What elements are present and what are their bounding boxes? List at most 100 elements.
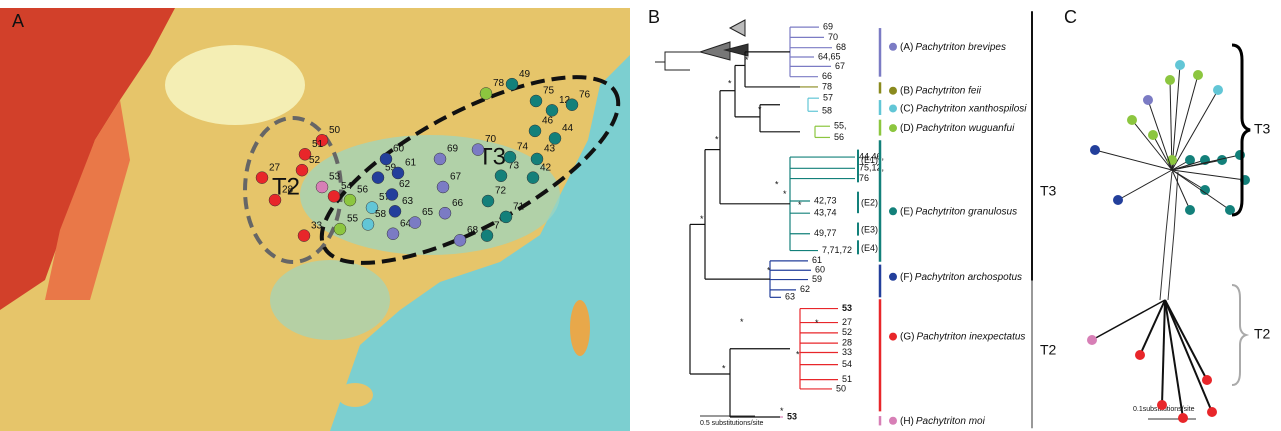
tip-label: 67 xyxy=(835,61,845,71)
network-node xyxy=(1165,75,1175,85)
site-dot xyxy=(392,167,404,179)
tip-label: 7,71,72 xyxy=(822,245,852,255)
clade-letter: (A) xyxy=(900,41,913,52)
scale-label: 0.5 substitutions/site xyxy=(700,420,764,427)
clade-species: Pachytriton xanthospilosi xyxy=(916,103,1027,114)
site-dot xyxy=(546,104,558,116)
network-edge xyxy=(1092,300,1165,340)
site-dot xyxy=(387,228,399,240)
network-node xyxy=(1213,85,1223,95)
clade-dot xyxy=(889,333,897,341)
site-label: 74 xyxy=(517,142,529,153)
site-label: 42 xyxy=(540,162,552,173)
group-brace xyxy=(1232,285,1246,385)
network-node xyxy=(1157,400,1167,410)
site-dot xyxy=(269,194,281,206)
basin xyxy=(165,45,305,125)
clade-label: (E)Pachytriton granulosus xyxy=(900,206,1017,217)
site-dot xyxy=(527,172,539,184)
network-edge xyxy=(1095,150,1172,170)
site-dot xyxy=(316,181,328,193)
site-label: 43 xyxy=(544,144,556,155)
clade-letter: (E) xyxy=(900,206,913,217)
support-mark: * xyxy=(728,79,732,89)
support-mark: * xyxy=(700,214,704,224)
network-node xyxy=(1090,145,1100,155)
tip-label: 70 xyxy=(828,32,838,42)
site-label: 56 xyxy=(357,185,369,196)
clade-letter: (D) xyxy=(900,123,914,134)
network-node xyxy=(1178,413,1188,423)
clade-letter: (C) xyxy=(900,103,914,114)
network-node xyxy=(1135,350,1145,360)
tip-label: 52 xyxy=(842,327,852,337)
site-dot xyxy=(437,181,449,193)
support-mark: * xyxy=(767,266,771,276)
tip-label: 62 xyxy=(800,284,810,294)
site-label: 71 xyxy=(513,202,525,213)
site-label: 55 xyxy=(347,214,359,225)
site-label: 66 xyxy=(452,198,464,209)
tip-label: 58 xyxy=(822,106,832,116)
network-node xyxy=(1127,115,1137,125)
clade-label: (D)Pachytriton wuguanfui xyxy=(900,123,1015,134)
clade-species: Pachytriton wuguanfui xyxy=(916,123,1015,134)
site-label: 33 xyxy=(311,220,323,231)
tip-label: 57 xyxy=(823,93,833,103)
site-dot xyxy=(386,188,398,200)
site-dot xyxy=(495,170,507,182)
network-node xyxy=(1143,95,1153,105)
support-mark: * xyxy=(722,364,726,374)
support-mark: * xyxy=(783,189,787,199)
subclade-label: (E1) xyxy=(861,155,878,165)
site-dot xyxy=(531,153,543,165)
site-label: 27 xyxy=(269,162,281,173)
group-label: T3 xyxy=(1254,121,1271,137)
tip-label: 53 xyxy=(842,303,852,313)
group-brace xyxy=(1232,45,1250,215)
tip-label: 63 xyxy=(785,292,795,302)
site-dot xyxy=(434,153,446,165)
site-dot xyxy=(372,172,384,184)
site-label: 65 xyxy=(422,207,434,218)
site-label: 63 xyxy=(402,196,414,207)
site-label: 28 xyxy=(282,185,294,196)
panel-label: A xyxy=(12,11,24,31)
site-label: 53 xyxy=(329,172,341,183)
site-label: 52 xyxy=(309,155,321,166)
subclade-label: (E2) xyxy=(861,197,878,207)
tip-label: 42,73 xyxy=(814,195,837,205)
site-dot xyxy=(530,95,542,107)
clade-species: Pachytriton brevipes xyxy=(915,41,1006,52)
site-label: 54 xyxy=(341,181,353,192)
site-dot xyxy=(296,164,308,176)
network-node xyxy=(1207,407,1217,417)
taiwan xyxy=(570,300,590,356)
tip-label: 33 xyxy=(842,347,852,357)
tip-label: 54 xyxy=(842,359,852,369)
support-mark: * xyxy=(775,180,779,190)
support-mark: * xyxy=(780,406,784,416)
network-edge xyxy=(1140,300,1165,355)
support-mark: * xyxy=(815,318,819,328)
site-dot xyxy=(344,194,356,206)
clade-species: Pachytriton moi xyxy=(916,415,986,426)
site-dot xyxy=(481,230,493,242)
clade-letter: (G) xyxy=(900,331,914,342)
tip-label: 55, xyxy=(834,121,847,131)
subclade-label: (E3) xyxy=(861,224,878,234)
site-dot xyxy=(362,218,374,230)
support-mark: * xyxy=(745,55,749,65)
site-dot xyxy=(480,88,492,100)
network-node xyxy=(1202,375,1212,385)
site-label: 60 xyxy=(393,144,405,155)
hainan xyxy=(337,383,373,407)
network-edge xyxy=(1132,120,1172,170)
inset-tree xyxy=(655,20,748,70)
site-dot xyxy=(334,223,346,235)
site-label: 67 xyxy=(450,172,462,183)
site-dot xyxy=(454,234,466,246)
site-label: 49 xyxy=(519,69,531,80)
clade-label: (C)Pachytriton xanthospilosi xyxy=(900,103,1027,114)
clade-letter: (F) xyxy=(900,271,913,282)
